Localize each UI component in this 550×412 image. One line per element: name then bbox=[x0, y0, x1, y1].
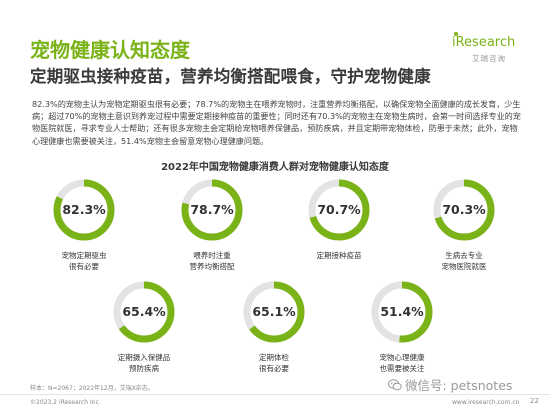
donut-label: 宠物心理健康 也需要被关注 bbox=[347, 352, 457, 374]
copyright-text: ©2023.2 iResearch Inc. bbox=[30, 399, 101, 406]
donut-label-line1: 生病去专业 bbox=[445, 251, 483, 260]
page-subtitle: 定期驱虫接种疫苗，营养均衡搭配喂食，守护宠物健康 bbox=[30, 67, 431, 86]
donut-label: 生病去专业宠物医院就医 bbox=[409, 250, 519, 272]
donut-arc bbox=[243, 281, 305, 343]
iresearch-logo: iResearch 艾瑞咨询 bbox=[452, 32, 522, 71]
donut-label-line1: 定期摄入保健品 bbox=[117, 353, 171, 362]
logo-cn-text: 艾瑞咨询 bbox=[472, 54, 506, 63]
donut-arc bbox=[181, 179, 243, 241]
donut-value: 78.7% bbox=[190, 202, 234, 217]
donut-value: 65.1% bbox=[252, 304, 296, 319]
donut-label-line1: 定期接种疫苗 bbox=[316, 251, 362, 260]
donut-arc bbox=[308, 179, 370, 241]
donut-label: 定期接种疫苗 bbox=[284, 250, 394, 261]
donut-value: 51.4% bbox=[380, 304, 424, 319]
donut-value: 70.3% bbox=[442, 202, 486, 217]
donut-ring: 65.4% bbox=[112, 280, 176, 344]
donut-value: 65.4% bbox=[122, 304, 166, 319]
footer-url[interactable]: www.iresearch.com.cn bbox=[452, 399, 520, 406]
donut-label: 喂养时注重营养均衡搭配 bbox=[157, 250, 267, 272]
donut-label: 定期体检 很有必要 bbox=[219, 352, 329, 374]
logo-dot-icon bbox=[454, 32, 458, 36]
donut-arc bbox=[433, 179, 495, 241]
donut-arc bbox=[53, 179, 115, 241]
donut-label-line2: 很有必要 bbox=[259, 364, 289, 373]
donut-ring: 51.4% bbox=[370, 280, 434, 344]
chart-title: 2022年中国宠物健康消费人群对宠物健康认知态度 bbox=[161, 162, 389, 173]
wechat-watermark: 微信号: petsnotes bbox=[388, 375, 512, 394]
source-note: 样本：N=2067；2022年12月，艾瑞X杂志。 bbox=[30, 385, 154, 392]
donut-label-line2: 也需要被关注 bbox=[379, 364, 425, 373]
donut-label-line2: 预防疾病 bbox=[129, 364, 159, 373]
donut-label-line2: 宠物医院就医 bbox=[441, 262, 487, 271]
summary-paragraph: 82.3%的宠物主认为宠物定期驱虫很有必要；78.7%的宠物主在喂养宠物时，注重… bbox=[32, 99, 521, 146]
donut-label-line2: 营养均衡搭配 bbox=[189, 262, 235, 271]
donut-label: 宠物定期驱虫 很有必要 bbox=[29, 250, 139, 272]
donut-ring: 82.3% bbox=[52, 178, 116, 242]
donut-ring: 65.1% bbox=[242, 280, 306, 344]
donut-arc bbox=[113, 281, 175, 343]
donut-label-line1: 宠物定期驱虫 bbox=[61, 251, 107, 260]
donut-arc bbox=[371, 281, 433, 343]
watermark-text: 微信号: petsnotes bbox=[405, 378, 513, 393]
donut-label-line1: 喂养时注重 bbox=[193, 251, 231, 260]
donut-label-line1: 定期体检 bbox=[259, 353, 289, 362]
donut-ring: 70.3% bbox=[432, 178, 496, 242]
donut-label: 定期摄入保健品 预防疾病 bbox=[89, 352, 199, 374]
donut-label-line2: 很有必要 bbox=[69, 262, 99, 271]
footer-divider bbox=[0, 394, 550, 395]
donut-label-line1: 宠物心理健康 bbox=[379, 353, 425, 362]
donut-ring: 70.7% bbox=[307, 178, 371, 242]
donut-value: 70.7% bbox=[317, 202, 361, 217]
page-number: 22 bbox=[530, 397, 539, 405]
donut-ring: 78.7% bbox=[180, 178, 244, 242]
page-title: 宠物健康认知态度 bbox=[30, 38, 190, 62]
wechat-icon bbox=[388, 379, 402, 391]
logo-text: iResearch bbox=[452, 35, 516, 50]
donut-value: 82.3% bbox=[62, 202, 106, 217]
